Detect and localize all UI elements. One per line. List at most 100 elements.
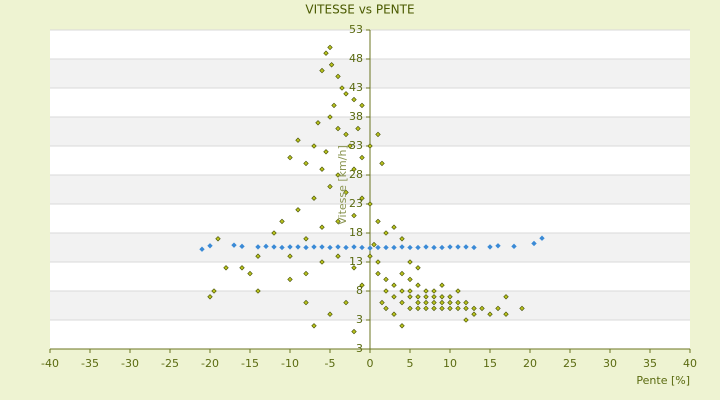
point: [303, 236, 309, 242]
point: [383, 305, 389, 312]
point: [335, 73, 341, 80]
point: [287, 154, 293, 161]
point: [423, 294, 429, 300]
point: [319, 259, 325, 265]
point: [343, 244, 349, 251]
point: [407, 294, 413, 300]
x-axis-title: Pente [%]: [636, 374, 690, 387]
point: [519, 305, 525, 312]
point: [431, 294, 437, 300]
point: [447, 299, 453, 306]
point: [479, 305, 485, 312]
point: [371, 241, 377, 248]
point: [351, 96, 357, 103]
point: [407, 305, 413, 312]
point: [355, 125, 361, 132]
point: [223, 265, 229, 271]
point: [343, 299, 349, 306]
point: [323, 149, 329, 155]
x-tick-label: -5: [325, 357, 336, 370]
point: [439, 282, 445, 288]
point: [415, 265, 421, 271]
point: [447, 294, 453, 300]
x-tick-label: -15: [241, 357, 259, 370]
x-tick-label: 5: [407, 357, 414, 370]
point: [399, 299, 405, 306]
point: [255, 253, 261, 259]
point: [471, 305, 477, 312]
point: [335, 253, 341, 259]
y-axis-title: Vitesse [km/h]: [336, 145, 349, 225]
x-tick-label: -25: [161, 357, 179, 370]
point: [295, 137, 301, 143]
point: [359, 102, 365, 109]
point: [375, 270, 381, 277]
point: [327, 183, 333, 190]
point: [431, 305, 437, 312]
point: [327, 114, 333, 120]
point: [367, 245, 373, 251]
point: [335, 172, 341, 178]
point: [339, 85, 345, 91]
point: [287, 253, 293, 259]
point: [495, 305, 501, 312]
point: [407, 288, 413, 294]
point: [375, 131, 381, 138]
point: [487, 311, 493, 317]
point: [295, 207, 301, 213]
point: [399, 244, 405, 250]
point: [511, 243, 517, 250]
point: [351, 212, 357, 219]
point: [407, 259, 413, 265]
point: [539, 235, 545, 241]
point: [247, 270, 253, 277]
point: [335, 218, 341, 225]
point: [343, 189, 349, 196]
point: [415, 244, 421, 251]
point: [255, 288, 261, 294]
point: [391, 311, 397, 317]
point: [447, 305, 453, 312]
y-tick-label: 33: [349, 139, 363, 152]
point: [463, 317, 469, 323]
point: [287, 244, 293, 250]
x-tick-label: -35: [81, 357, 99, 370]
x-tick-label: -20: [201, 357, 219, 370]
point: [375, 244, 381, 251]
point: [455, 305, 461, 312]
point: [359, 244, 365, 251]
point: [495, 243, 501, 249]
point: [503, 311, 509, 317]
point: [287, 276, 293, 283]
point: [503, 294, 509, 300]
point: [231, 242, 237, 248]
point: [383, 276, 389, 283]
x-tick-label: 25: [563, 357, 577, 370]
point: [335, 125, 341, 132]
x-tick-label: 35: [643, 357, 657, 370]
point: [319, 244, 325, 250]
point: [359, 195, 365, 201]
y-tick-label: 43: [349, 81, 363, 94]
point: [463, 305, 469, 312]
point: [367, 253, 373, 259]
point: [207, 243, 213, 249]
x-tick-label: 15: [483, 357, 497, 370]
point: [455, 244, 461, 250]
point: [239, 243, 245, 250]
point: [279, 218, 285, 225]
point: [351, 244, 357, 250]
point: [471, 244, 477, 251]
point: [351, 265, 357, 271]
point: [391, 294, 397, 300]
point: [439, 305, 445, 312]
point: [379, 299, 385, 306]
point: [311, 143, 317, 149]
point: [407, 276, 413, 283]
point: [439, 244, 445, 251]
point: [351, 166, 357, 172]
point: [407, 244, 413, 251]
y-tick-label: 53: [349, 23, 363, 36]
y-tick-label: 18: [349, 226, 363, 239]
